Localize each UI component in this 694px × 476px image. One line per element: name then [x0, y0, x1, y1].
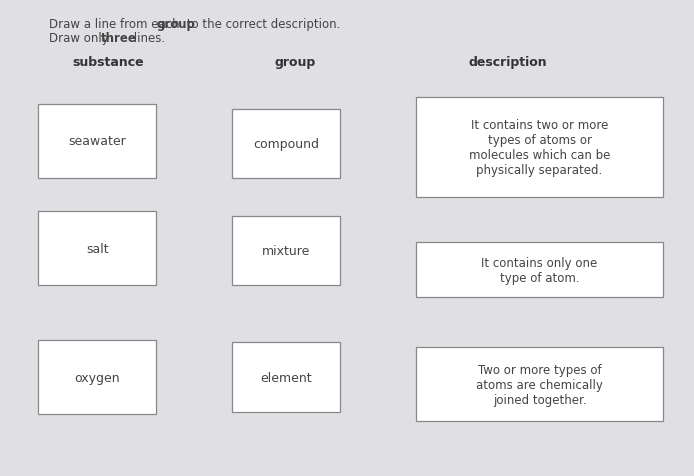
Text: element: element — [260, 371, 312, 384]
Text: It contains two or more
types of atoms or
molecules which can be
physically sepa: It contains two or more types of atoms o… — [469, 119, 610, 177]
FancyBboxPatch shape — [38, 340, 156, 414]
Text: group: group — [274, 56, 315, 69]
Text: salt: salt — [86, 242, 108, 255]
FancyBboxPatch shape — [416, 347, 663, 421]
Text: Draw a line from each: Draw a line from each — [49, 18, 183, 30]
FancyBboxPatch shape — [232, 109, 340, 178]
Text: lines.: lines. — [130, 32, 165, 45]
Text: Two or more types of
atoms are chemically
joined together.: Two or more types of atoms are chemicall… — [476, 363, 603, 406]
FancyBboxPatch shape — [38, 212, 156, 286]
Text: Draw only: Draw only — [49, 32, 112, 45]
FancyBboxPatch shape — [416, 243, 663, 298]
FancyBboxPatch shape — [232, 217, 340, 286]
FancyBboxPatch shape — [232, 343, 340, 412]
Text: group: group — [157, 18, 196, 30]
Text: oxygen: oxygen — [74, 371, 120, 384]
Text: It contains only one
type of atom.: It contains only one type of atom. — [482, 256, 598, 284]
Text: mixture: mixture — [262, 245, 310, 258]
FancyBboxPatch shape — [416, 98, 663, 198]
FancyBboxPatch shape — [38, 105, 156, 178]
Text: compound: compound — [253, 138, 319, 150]
Text: description: description — [468, 56, 547, 69]
Text: to the correct description.: to the correct description. — [183, 18, 341, 30]
Text: seawater: seawater — [68, 135, 126, 148]
Text: substance: substance — [73, 56, 144, 69]
Text: three: three — [101, 32, 137, 45]
